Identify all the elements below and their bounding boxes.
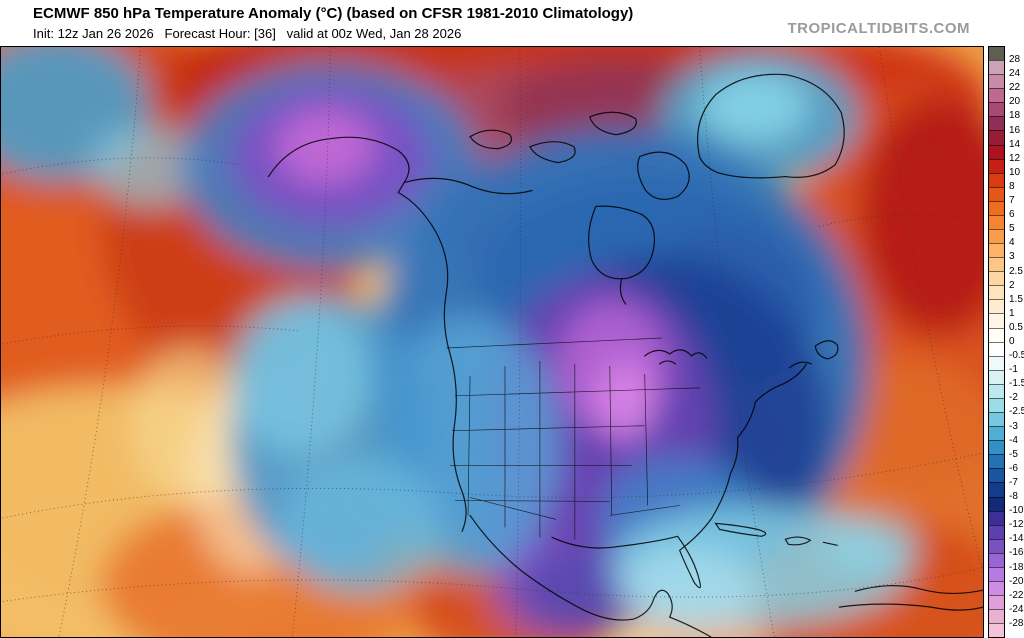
map-title: ECMWF 850 hPa Temperature Anomaly (°C) (… — [33, 5, 634, 22]
tropicaltidbits-watermark: TROPICALTIDBITS.COM — [787, 20, 970, 37]
map-canvas — [0, 46, 984, 638]
anomaly-field-svg — [1, 47, 983, 637]
colorbar-labels: 28 24 22 20 18 16 14 12 10 8 7 6 5 4 3 2.5 2 1.5 1 0.5 0 -0.5… — [1009, 54, 1024, 629]
coastlines — [267, 73, 983, 637]
init-forecast-valid-line: Init: 12z Jan 26 2026 Forecast Hour: [36… — [33, 26, 462, 41]
colorbar: 28 24 22 20 18 16 14 12 10 8 7 6 5 4 3 2.5 2 1.5 1 0.5 0 -0.5… — [988, 46, 1024, 638]
graticule — [1, 47, 983, 637]
state-borders — [446, 337, 700, 540]
anomaly-blobs — [1, 47, 983, 637]
colorbar-swatches — [988, 46, 1005, 638]
